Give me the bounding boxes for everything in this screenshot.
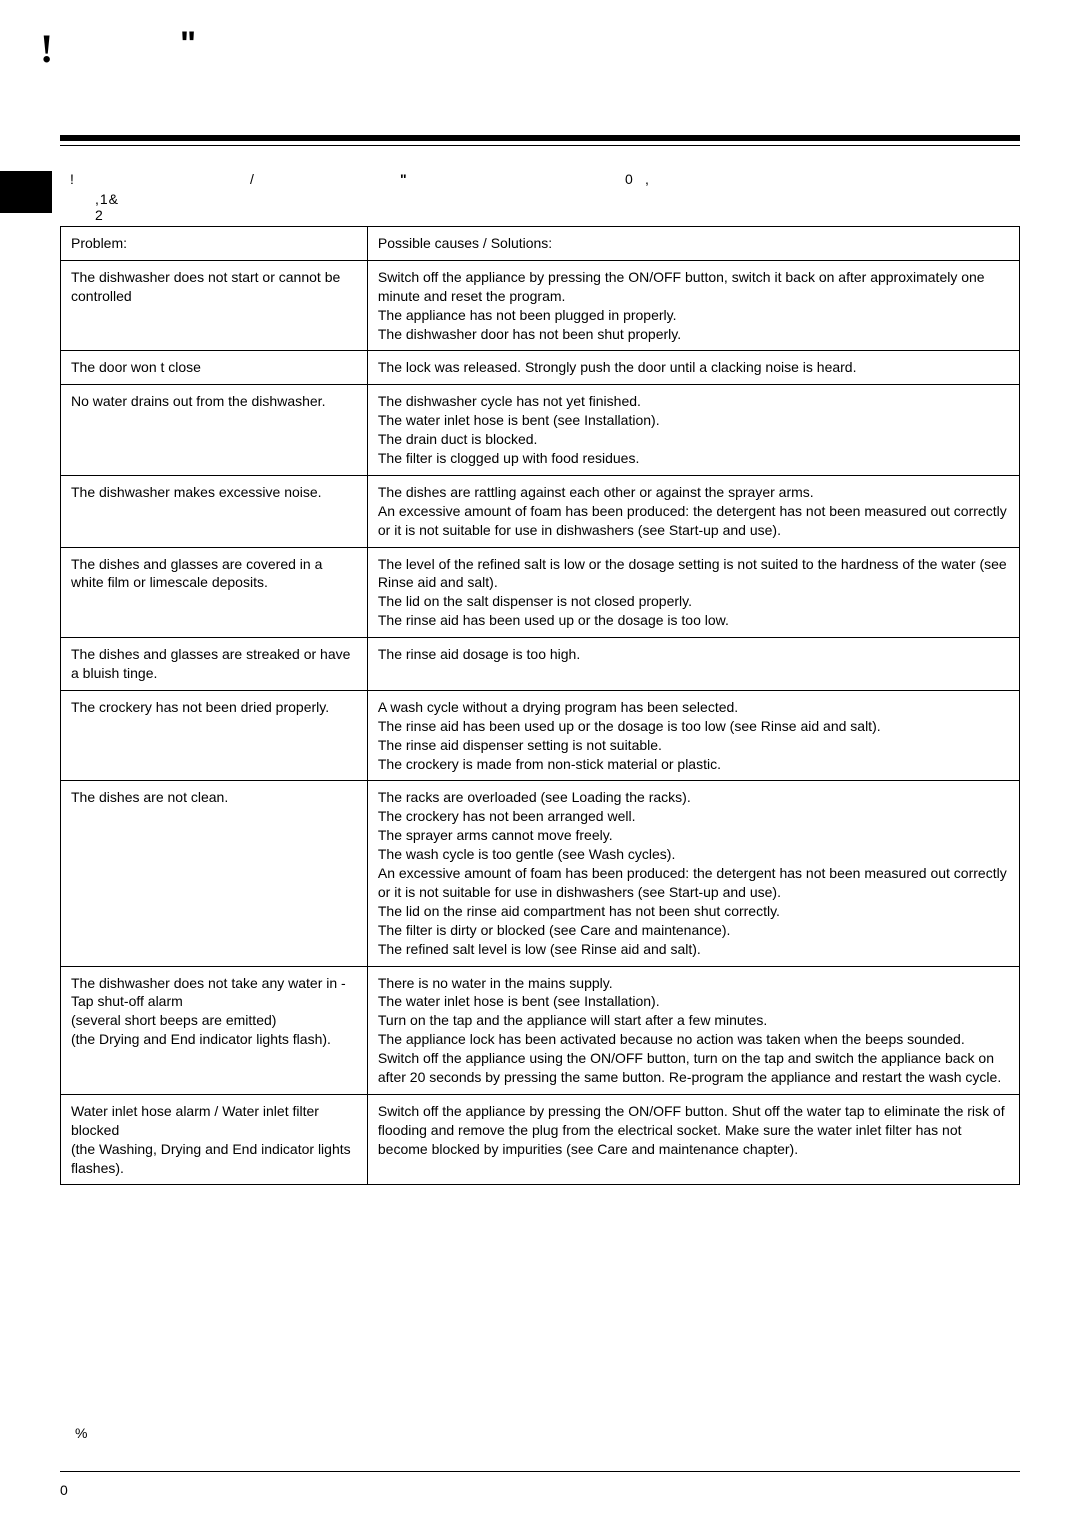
- table-row: The dishes and glasses are streaked or h…: [61, 638, 1020, 691]
- heavy-rule: [60, 135, 1020, 141]
- table-header-row: Problem: Possible causes / Solutions:: [61, 227, 1020, 261]
- intro-glyph-3: ": [400, 171, 409, 187]
- glyph-quote: ": [180, 25, 196, 64]
- intro-glyph-1: !: [70, 171, 76, 187]
- footer-page-num: 0: [60, 1482, 1020, 1498]
- page-footer: % 0: [60, 1425, 1020, 1498]
- problem-cell: The dishwasher does not take any water i…: [61, 966, 368, 1094]
- table-row: The dishwasher does not take any water i…: [61, 966, 1020, 1094]
- problem-cell: The crockery has not been dried properly…: [61, 690, 368, 781]
- side-tab: [0, 171, 52, 213]
- table-row: The dishes are not clean.The racks are o…: [61, 781, 1020, 966]
- table-row: The door won t closeThe lock was release…: [61, 351, 1020, 385]
- problem-cell: The dishwasher does not start or cannot …: [61, 260, 368, 351]
- solution-cell: Switch off the appliance by pressing the…: [367, 260, 1019, 351]
- solution-cell: Switch off the appliance by pressing the…: [367, 1094, 1019, 1185]
- table-body: The dishwasher does not start or cannot …: [61, 260, 1020, 1185]
- footer-rule: [60, 1471, 1020, 1472]
- troubleshooting-table: Problem: Possible causes / Solutions: Th…: [60, 226, 1020, 1185]
- glyph-exclaim: !: [40, 25, 53, 72]
- solution-cell: The rinse aid dosage is too high.: [367, 638, 1019, 691]
- table-row: No water drains out from the dishwasher.…: [61, 385, 1020, 476]
- table-row: The crockery has not been dried properly…: [61, 690, 1020, 781]
- problem-cell: The door won t close: [61, 351, 368, 385]
- problem-cell: Water inlet hose alarm / Water inlet fil…: [61, 1094, 368, 1185]
- footer-percent: %: [60, 1425, 1020, 1441]
- solution-cell: The dishes are rattling against each oth…: [367, 475, 1019, 547]
- intro-glyph-4: 0: [625, 171, 635, 187]
- intro-row: ! / " 0 , ,1& 2: [60, 171, 1020, 216]
- solution-cell: The lock was released. Strongly push the…: [367, 351, 1019, 385]
- intro-glyph-5: ,: [645, 171, 651, 187]
- solution-cell: The racks are overloaded (see Loading th…: [367, 781, 1019, 966]
- problem-cell: The dishes and glasses are streaked or h…: [61, 638, 368, 691]
- problem-cell: The dishes and glasses are covered in a …: [61, 547, 368, 638]
- intro-glyph-2: /: [250, 171, 256, 187]
- header-solution: Possible causes / Solutions:: [367, 227, 1019, 261]
- table-row: The dishwasher does not start or cannot …: [61, 260, 1020, 351]
- problem-cell: No water drains out from the dishwasher.: [61, 385, 368, 476]
- solution-cell: There is no water in the mains supply.Th…: [367, 966, 1019, 1094]
- table-row: The dishwasher makes excessive noise.The…: [61, 475, 1020, 547]
- solution-cell: The level of the refined salt is low or …: [367, 547, 1019, 638]
- problem-cell: The dishwasher makes excessive noise.: [61, 475, 368, 547]
- solution-cell: A wash cycle without a drying program ha…: [367, 690, 1019, 781]
- manual-page: ! " ! / " 0 , ,1& 2 Problem: Possible ca…: [0, 0, 1080, 1528]
- intro-glyph-6: ,1& 2: [95, 191, 119, 223]
- thin-rule: [60, 145, 1020, 146]
- header-problem: Problem:: [61, 227, 368, 261]
- table-row: Water inlet hose alarm / Water inlet fil…: [61, 1094, 1020, 1185]
- problem-cell: The dishes are not clean.: [61, 781, 368, 966]
- top-glyph-row: ! ": [60, 40, 1020, 100]
- solution-cell: The dishwasher cycle has not yet finishe…: [367, 385, 1019, 476]
- table-row: The dishes and glasses are covered in a …: [61, 547, 1020, 638]
